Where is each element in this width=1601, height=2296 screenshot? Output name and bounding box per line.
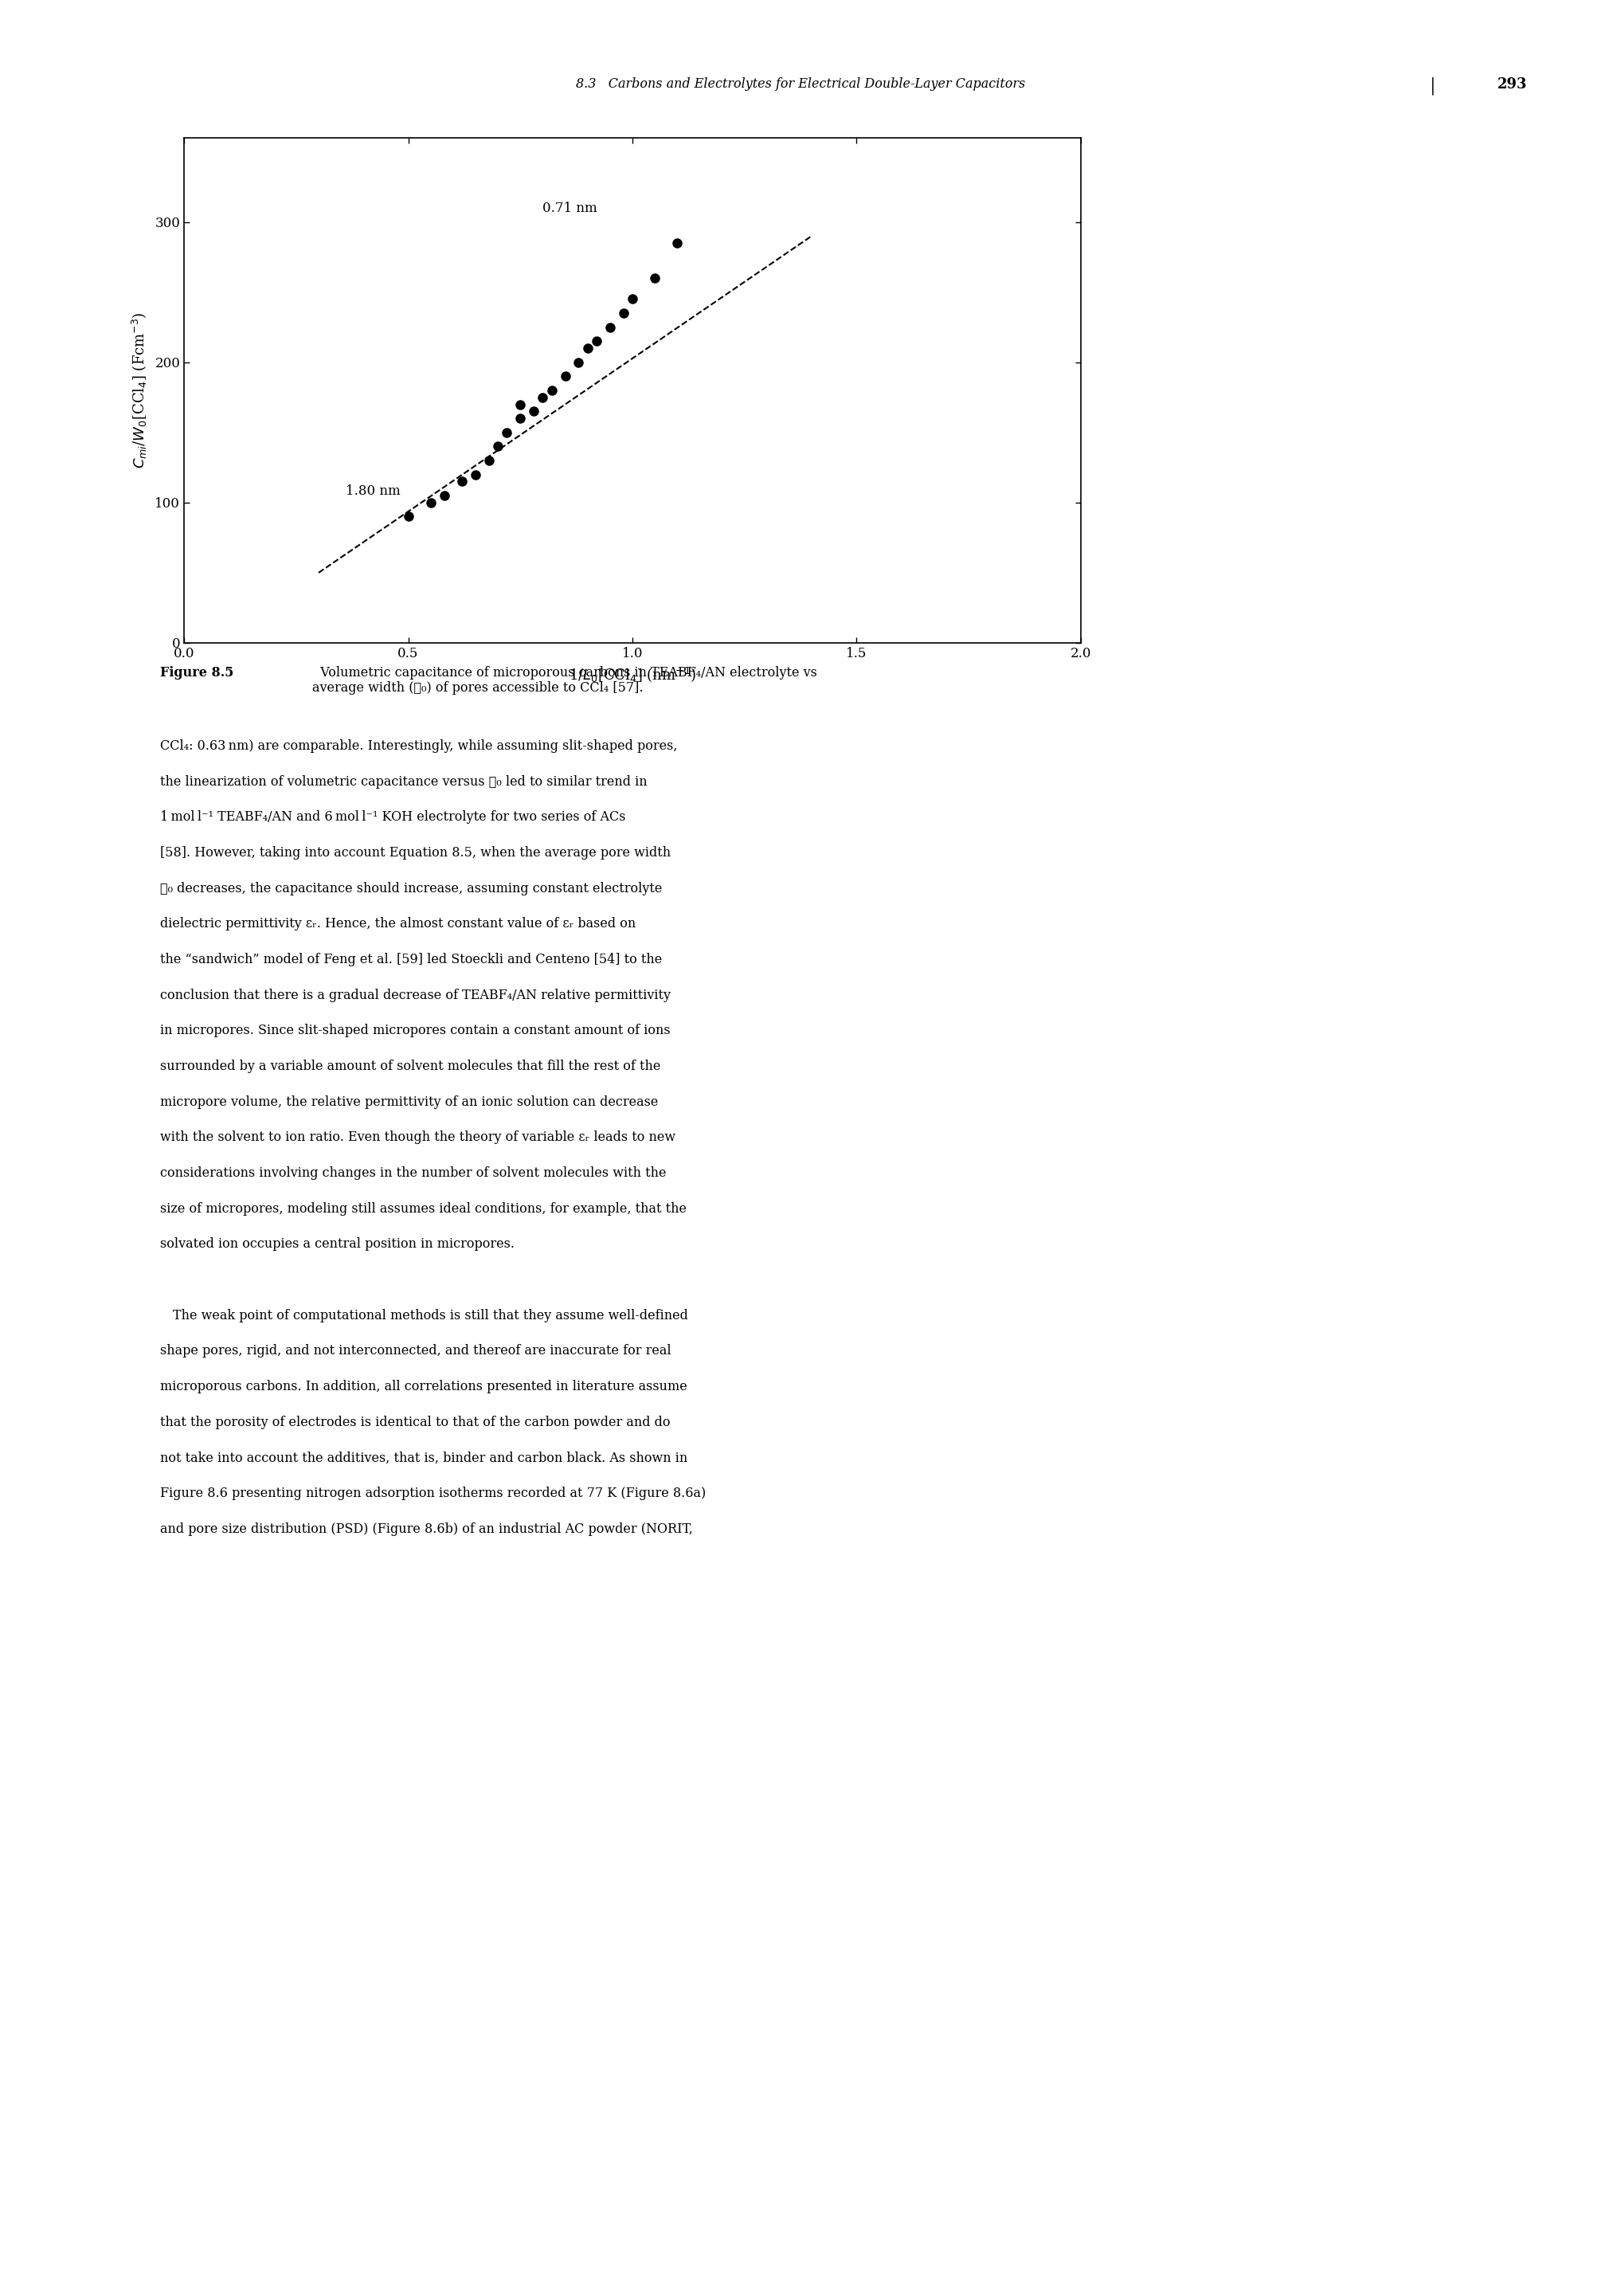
Point <box>495 413 520 450</box>
Point <box>642 259 668 296</box>
Text: in micropores. Since slit-shaped micropores contain a constant amount of ions: in micropores. Since slit-shaped micropo… <box>160 1024 671 1038</box>
Text: that the porosity of electrodes is identical to that of the carbon powder and do: that the porosity of electrodes is ident… <box>160 1414 671 1428</box>
Text: ℓ₀ decreases, the capacitance should increase, assuming constant electrolyte: ℓ₀ decreases, the capacitance should inc… <box>160 882 663 895</box>
Text: and pore size distribution (PSD) (Figure 8.6b) of an industrial AC powder (NORIT: and pore size distribution (PSD) (Figure… <box>160 1522 693 1536</box>
Text: dielectric permittivity εᵣ. Hence, the almost constant value of εᵣ based on: dielectric permittivity εᵣ. Hence, the a… <box>160 916 636 930</box>
Text: Figure 8.5: Figure 8.5 <box>160 666 234 680</box>
Text: 8.3   Carbons and Electrolytes for Electrical Double-Layer Capacitors: 8.3 Carbons and Electrolytes for Electri… <box>576 78 1025 90</box>
Text: with the solvent to ion ratio. Even though the theory of variable εᵣ leads to ne: with the solvent to ion ratio. Even thou… <box>160 1130 676 1143</box>
Point <box>530 379 556 416</box>
Point <box>565 344 591 381</box>
Text: micropore volume, the relative permittivity of an ionic solution can decrease: micropore volume, the relative permittiv… <box>160 1095 658 1109</box>
Point <box>463 457 488 494</box>
Point <box>418 484 443 521</box>
Point <box>520 393 546 429</box>
Point <box>431 478 456 514</box>
Text: the linearization of volumetric capacitance versus ℓ₀ led to similar trend in: the linearization of volumetric capacita… <box>160 774 647 788</box>
Text: the “sandwich” model of Feng et al. [59] led Stoeckli and Centeno [54] to the: the “sandwich” model of Feng et al. [59]… <box>160 953 663 967</box>
Text: surrounded by a variable amount of solvent molecules that fill the rest of the: surrounded by a variable amount of solve… <box>160 1061 661 1072</box>
Point <box>475 443 501 480</box>
Point <box>584 324 610 360</box>
Point <box>508 400 533 436</box>
Text: │: │ <box>1428 78 1438 94</box>
Point <box>450 464 475 501</box>
Text: 293: 293 <box>1497 78 1527 92</box>
Text: Volumetric capacitance of microporous carbons in TEABF₄/AN electrolyte vs
averag: Volumetric capacitance of microporous ca… <box>312 666 817 696</box>
Text: solvated ion occupies a central position in micropores.: solvated ion occupies a central position… <box>160 1238 514 1251</box>
Text: size of micropores, modeling still assumes ideal conditions, for example, that t: size of micropores, modeling still assum… <box>160 1203 687 1215</box>
Text: conclusion that there is a gradual decrease of TEABF₄/AN relative permittivity: conclusion that there is a gradual decre… <box>160 987 671 1001</box>
Point <box>597 308 623 344</box>
Point <box>552 358 578 395</box>
Point <box>508 386 533 422</box>
Point <box>540 372 565 409</box>
Text: considerations involving changes in the number of solvent molecules with the: considerations involving changes in the … <box>160 1166 666 1180</box>
Text: 0.71 nm: 0.71 nm <box>543 202 597 216</box>
Point <box>395 498 421 535</box>
Text: Figure 8.6 presenting nitrogen adsorption isotherms recorded at 77 K (Figure 8.6: Figure 8.6 presenting nitrogen adsorptio… <box>160 1488 706 1499</box>
Text: shape pores, rigid, and not interconnected, and thereof are inaccurate for real: shape pores, rigid, and not interconnect… <box>160 1343 671 1357</box>
Text: not take into account the additives, that is, binder and carbon black. As shown : not take into account the additives, tha… <box>160 1451 687 1465</box>
Point <box>485 427 511 464</box>
Text: CCl₄: 0.63 nm) are comparable. Interestingly, while assuming slit-shaped pores,: CCl₄: 0.63 nm) are comparable. Interesti… <box>160 739 677 753</box>
Point <box>664 225 690 262</box>
Text: 1.80 nm: 1.80 nm <box>346 484 400 498</box>
Point <box>575 331 600 367</box>
Point <box>610 294 636 331</box>
Text: 1 mol l⁻¹ TEABF₄/AN and 6 mol l⁻¹ KOH electrolyte for two series of ACs: 1 mol l⁻¹ TEABF₄/AN and 6 mol l⁻¹ KOH el… <box>160 810 626 824</box>
Text: [58]. However, taking into account Equation 8.5, when the average pore width: [58]. However, taking into account Equat… <box>160 845 671 859</box>
X-axis label: 1/$L_0$[CCl$_4$] (nm$^{-1}$): 1/$L_0$[CCl$_4$] (nm$^{-1}$) <box>568 666 696 684</box>
Y-axis label: $C_{mi}$/$W_0$[CCl$_4$] (Fcm$^{-3}$): $C_{mi}$/$W_0$[CCl$_4$] (Fcm$^{-3}$) <box>131 312 149 468</box>
Text: The weak point of computational methods is still that they assume well-defined: The weak point of computational methods … <box>160 1309 688 1322</box>
Point <box>620 280 645 317</box>
Text: microporous carbons. In addition, all correlations presented in literature assum: microporous carbons. In addition, all co… <box>160 1380 687 1394</box>
